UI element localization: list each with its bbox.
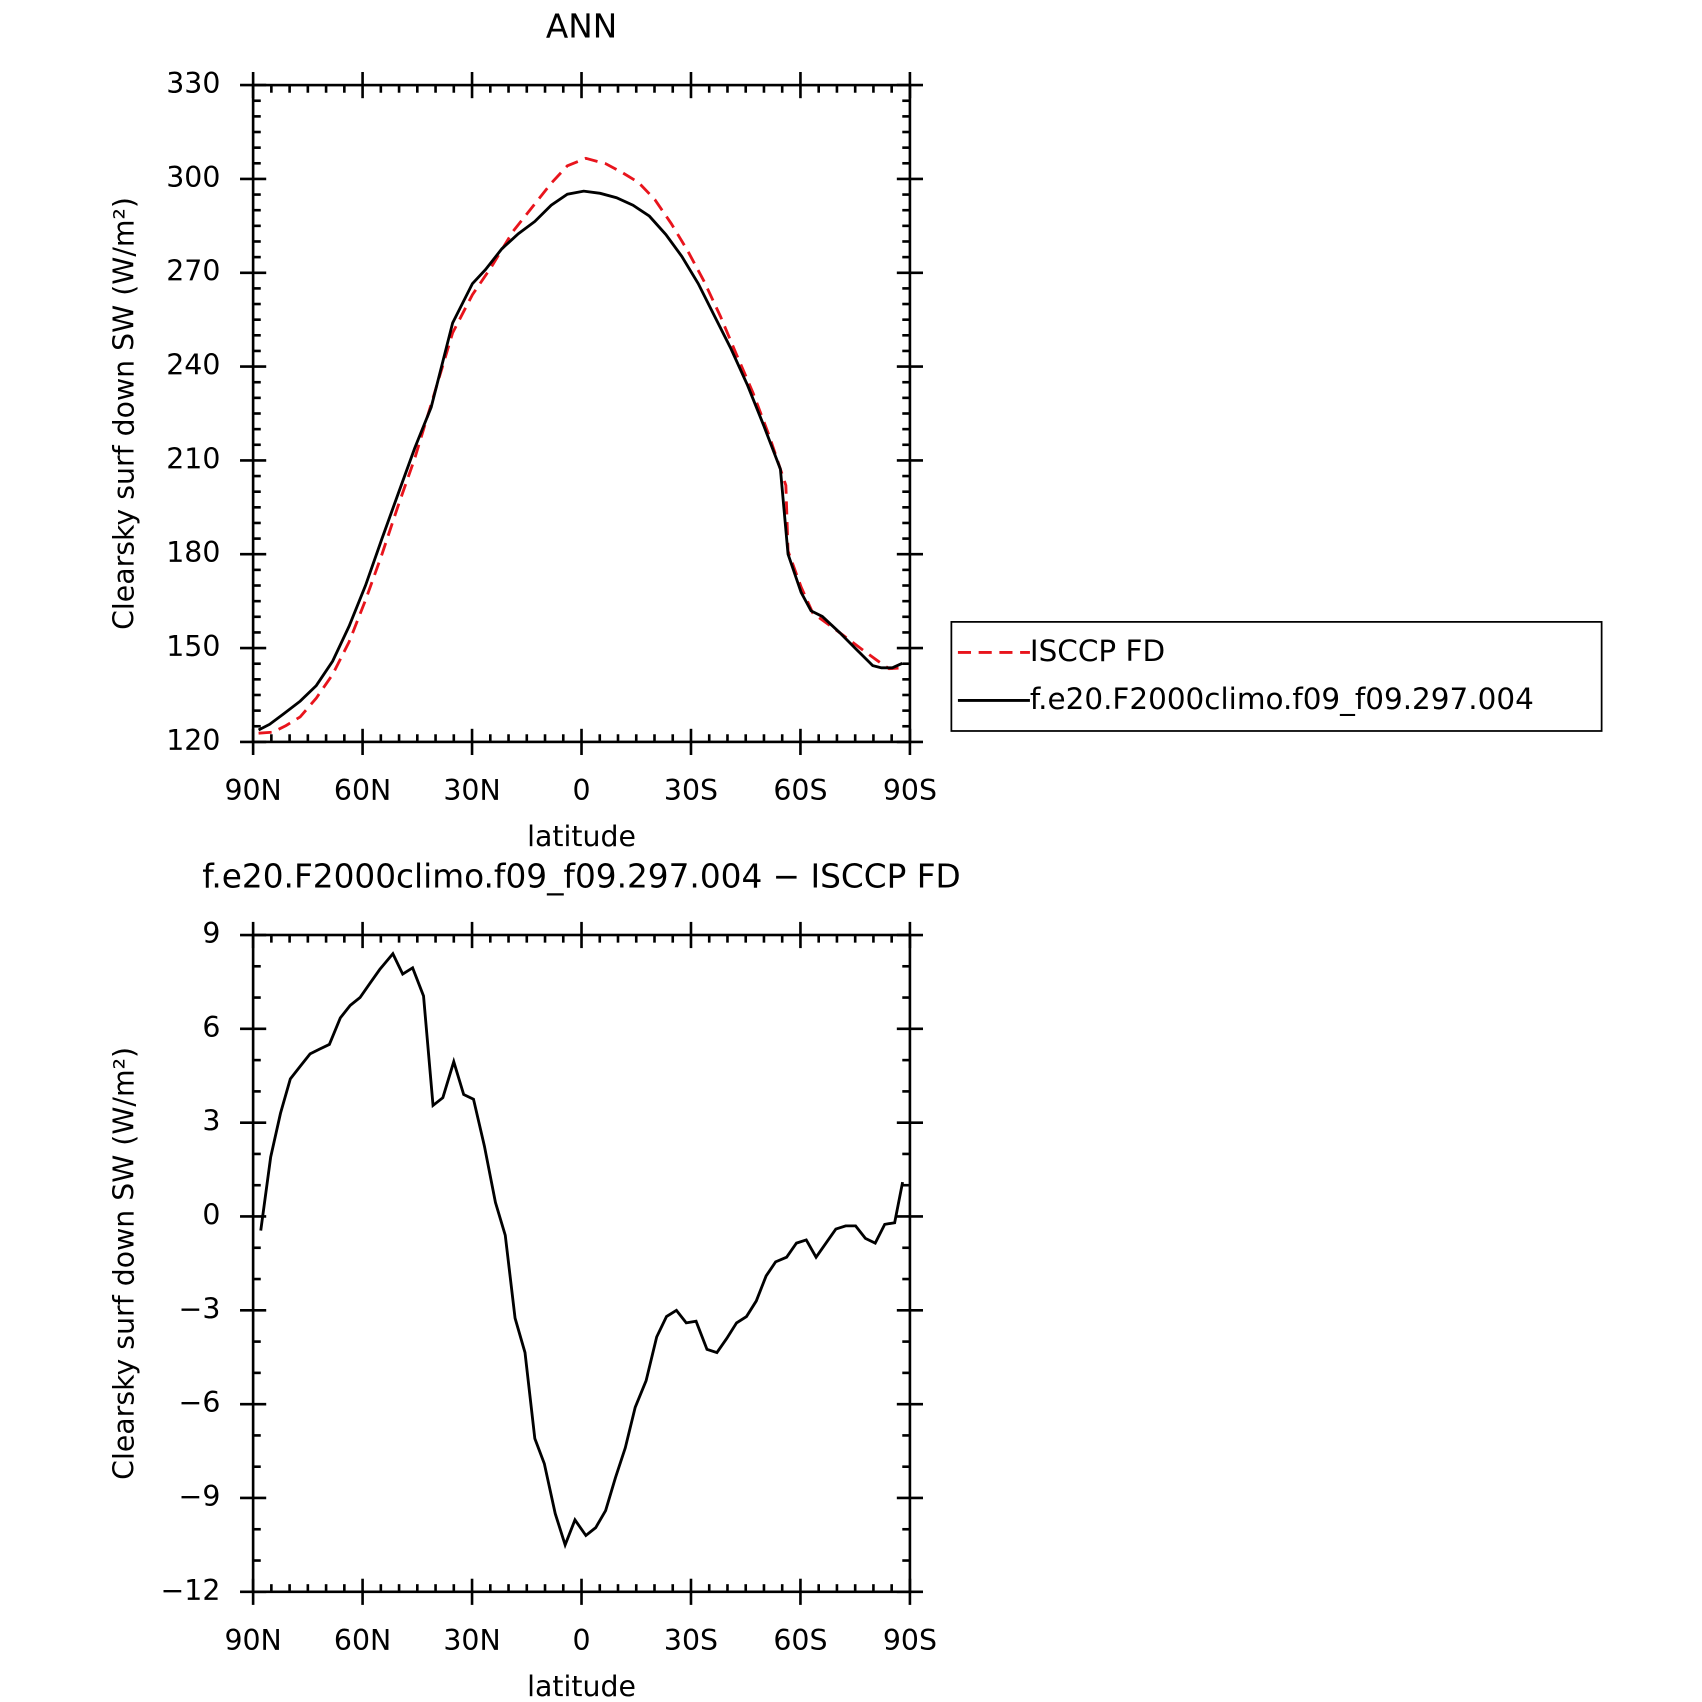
x-axis-label: latitude — [527, 1670, 636, 1702]
x-tick-label: 90S — [883, 774, 937, 807]
y-tick-label: 150 — [166, 630, 220, 663]
x-tick-label: 30N — [443, 774, 500, 807]
data-line — [258, 156, 903, 735]
y-tick-label: 6 — [202, 1011, 220, 1044]
x-tick-label: 0 — [572, 1624, 590, 1657]
y-tick-label: 9 — [202, 917, 220, 950]
y-axis-label: Clearsky surf down SW (W/m²) — [107, 1047, 140, 1480]
x-tick-label: 90S — [883, 1624, 937, 1657]
x-tick-label: 30N — [443, 1624, 500, 1657]
data-line — [259, 951, 904, 1550]
y-tick-label: −3 — [179, 1292, 221, 1325]
y-tick-label: −9 — [179, 1480, 221, 1513]
legend-label: ISCCP FD — [1030, 634, 1165, 668]
data-line — [257, 189, 903, 732]
x-tick-label: 90N — [224, 774, 281, 807]
y-tick-label: 300 — [166, 161, 220, 194]
plot-frame — [251, 933, 912, 1594]
legend-label: f.e20.F2000climo.f09_f09.297.004 — [1030, 682, 1534, 716]
y-tick-label: −12 — [161, 1574, 221, 1607]
y-tick-label: 240 — [166, 349, 220, 382]
chart-title: ANN — [546, 7, 617, 45]
y-tick-label: 0 — [202, 1198, 220, 1231]
y-tick-label: 120 — [166, 724, 220, 757]
x-tick-label: 30S — [664, 774, 718, 807]
y-tick-label: 3 — [202, 1105, 220, 1138]
x-tick-label: 60N — [334, 1624, 391, 1657]
x-axis-label: latitude — [527, 820, 636, 853]
x-tick-label: 60S — [773, 1624, 827, 1657]
y-tick-label: 330 — [166, 67, 220, 100]
x-tick-label: 60S — [773, 774, 827, 807]
y-axis-label: Clearsky surf down SW (W/m²) — [107, 197, 140, 630]
chart-title: f.e20.F2000climo.f09_f09.297.004 − ISCCP… — [202, 857, 961, 895]
y-tick-label: 270 — [166, 255, 220, 288]
y-tick-label: 210 — [166, 442, 220, 475]
legend-box — [950, 621, 1603, 732]
x-tick-label: 60N — [334, 774, 391, 807]
x-tick-label: 90N — [224, 1624, 281, 1657]
y-tick-label: 180 — [166, 536, 220, 569]
y-tick-label: −6 — [179, 1386, 221, 1419]
plot-frame — [251, 83, 912, 744]
x-tick-label: 30S — [664, 1624, 718, 1657]
x-tick-label: 0 — [572, 774, 590, 807]
